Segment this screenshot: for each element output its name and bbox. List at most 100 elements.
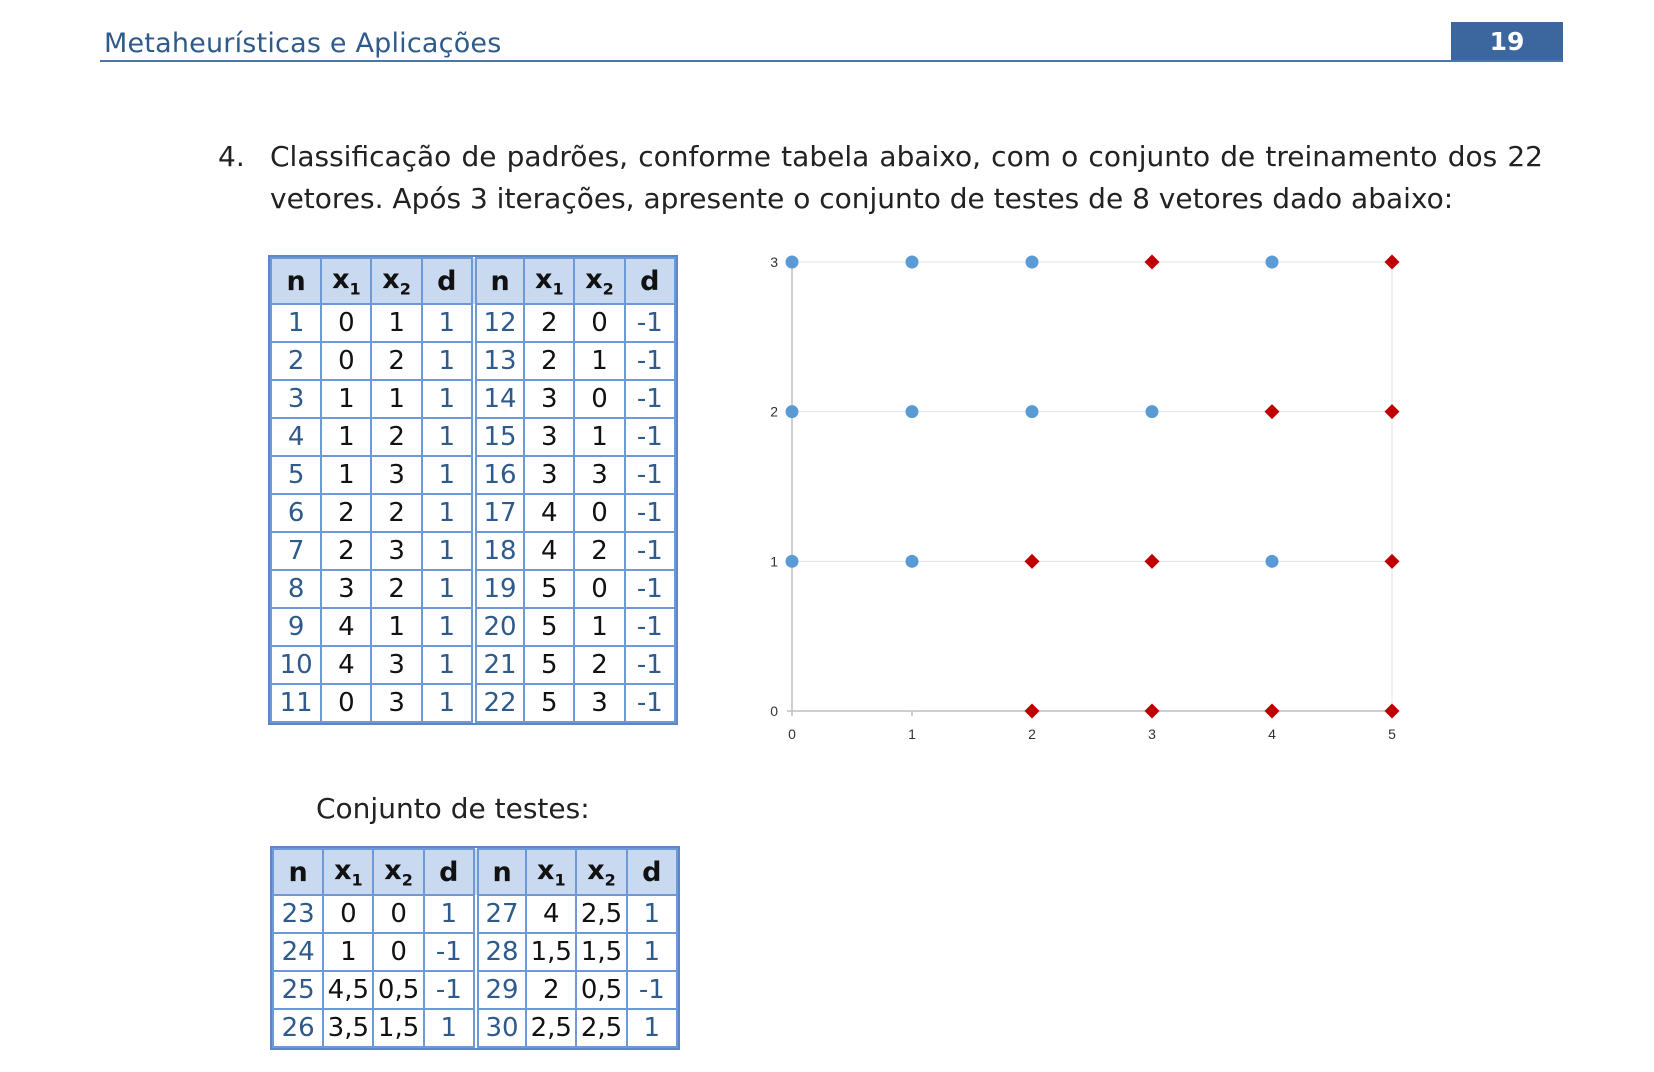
cell-d: -1 bbox=[422, 932, 479, 972]
data-point-diamond bbox=[1024, 703, 1040, 719]
cell-d: 1 bbox=[420, 607, 477, 647]
cell-x1: 1,5 bbox=[525, 932, 578, 972]
data-point-diamond bbox=[1144, 703, 1160, 719]
training-table: n x1 x2 d n x1 x2 d 1 0 1 1 12 2 0 -1 2 0 2 1 13 2 1 -1… bbox=[268, 255, 678, 725]
cell-n: 23 bbox=[271, 894, 325, 934]
cell-x2: 2 bbox=[573, 645, 626, 685]
cell-d: -1 bbox=[623, 303, 677, 343]
table-header-row: n x1 x2 d n x1 x2 d bbox=[269, 257, 677, 305]
col-header-x2: x2 bbox=[575, 848, 628, 896]
cell-x2: 1 bbox=[573, 607, 626, 647]
table-row: 1 0 1 1 12 2 0 -1 bbox=[269, 303, 677, 343]
table-row: 4 1 2 1 15 3 1 -1 bbox=[269, 417, 677, 457]
col-header-d: d bbox=[420, 257, 477, 305]
cell-x2: 0 bbox=[573, 303, 626, 343]
data-point-circle bbox=[785, 405, 799, 419]
y-tick-label: 3 bbox=[770, 254, 778, 270]
cell-d: -1 bbox=[623, 455, 677, 495]
cell-d: -1 bbox=[623, 607, 677, 647]
cell-n: 13 bbox=[472, 341, 526, 381]
cell-n: 3 bbox=[269, 379, 323, 419]
cell-d: -1 bbox=[623, 417, 677, 457]
table-row: 10 4 3 1 21 5 2 -1 bbox=[269, 645, 677, 685]
cell-d: -1 bbox=[623, 341, 677, 381]
cell-d: 1 bbox=[420, 341, 477, 381]
cell-x2: 0 bbox=[573, 569, 626, 609]
cell-x1: 0 bbox=[320, 303, 373, 343]
cell-d: -1 bbox=[623, 493, 677, 533]
cell-x1: 5 bbox=[523, 607, 576, 647]
cell-d: -1 bbox=[623, 569, 677, 609]
col-header-x2: x2 bbox=[370, 257, 423, 305]
data-point-circle bbox=[1265, 255, 1279, 269]
cell-n: 19 bbox=[472, 569, 526, 609]
data-point-diamond bbox=[1264, 404, 1280, 420]
cell-x2: 1 bbox=[573, 417, 626, 457]
data-point-circle bbox=[905, 554, 919, 568]
cell-x2: 0 bbox=[372, 894, 425, 934]
page-number-badge: 19 bbox=[1451, 22, 1563, 62]
cell-x1: 5 bbox=[523, 683, 576, 723]
y-tick-label: 0 bbox=[770, 703, 778, 719]
cell-x2: 3 bbox=[573, 683, 626, 723]
header-divider bbox=[100, 60, 1563, 62]
cell-x2: 3 bbox=[370, 645, 423, 685]
cell-d: 1 bbox=[422, 894, 479, 934]
cell-n: 10 bbox=[269, 645, 323, 685]
cell-x1: 2 bbox=[523, 303, 576, 343]
cell-n: 28 bbox=[474, 932, 528, 972]
cell-n: 25 bbox=[271, 970, 325, 1010]
col-header-x2: x2 bbox=[372, 848, 425, 896]
cell-x2: 1 bbox=[573, 341, 626, 381]
table-row: 9 4 1 1 20 5 1 -1 bbox=[269, 607, 677, 647]
question-number: 4. bbox=[218, 140, 245, 173]
cell-n: 11 bbox=[269, 683, 323, 723]
page-header: Metaheurísticas e Aplicações 19 bbox=[100, 22, 1563, 64]
cell-x1: 1 bbox=[320, 455, 373, 495]
x-tick-label: 0 bbox=[788, 726, 796, 742]
cell-d: 1 bbox=[420, 417, 477, 457]
cell-x1: 5 bbox=[523, 569, 576, 609]
cell-n: 5 bbox=[269, 455, 323, 495]
cell-d: -1 bbox=[623, 379, 677, 419]
cell-x1: 1 bbox=[322, 932, 375, 972]
col-header-d: d bbox=[422, 848, 479, 896]
cell-x2: 2 bbox=[370, 341, 423, 381]
cell-n: 21 bbox=[472, 645, 526, 685]
cell-x1: 4 bbox=[523, 493, 576, 533]
col-header-d: d bbox=[623, 257, 677, 305]
cell-n: 12 bbox=[472, 303, 526, 343]
cell-x1: 2 bbox=[320, 531, 373, 571]
cell-d: 1 bbox=[422, 1008, 479, 1048]
scatter-chart: 0 1 2 3 4 5 0 1 2 3 bbox=[770, 254, 1400, 742]
cell-d: -1 bbox=[625, 970, 679, 1010]
cell-d: 1 bbox=[625, 932, 679, 972]
cell-x1: 1 bbox=[320, 379, 373, 419]
table-row: 5 1 3 1 16 3 3 -1 bbox=[269, 455, 677, 495]
cell-x1: 2 bbox=[320, 493, 373, 533]
cell-n: 16 bbox=[472, 455, 526, 495]
cell-x1: 3 bbox=[523, 455, 576, 495]
cell-x2: 0 bbox=[573, 379, 626, 419]
data-point-circle bbox=[905, 255, 919, 269]
cell-n: 26 bbox=[271, 1008, 325, 1048]
cell-x1: 4,5 bbox=[322, 970, 375, 1010]
table-row: 26 3,5 1,5 1 30 2,5 2,5 1 bbox=[271, 1008, 679, 1048]
cell-x1: 0 bbox=[320, 341, 373, 381]
cell-x1: 3,5 bbox=[322, 1008, 375, 1048]
cell-n: 4 bbox=[269, 417, 323, 457]
col-header-x1: x1 bbox=[525, 848, 578, 896]
cell-n: 9 bbox=[269, 607, 323, 647]
col-header-x1: x1 bbox=[322, 848, 375, 896]
y-tick-label: 2 bbox=[770, 404, 778, 420]
data-point-diamond bbox=[1264, 703, 1280, 719]
cell-x2: 0,5 bbox=[575, 970, 628, 1010]
cell-n: 20 bbox=[472, 607, 526, 647]
data-point-diamond bbox=[1024, 553, 1040, 569]
cell-d: -1 bbox=[623, 645, 677, 685]
cell-d: 1 bbox=[420, 645, 477, 685]
table-row: 7 2 3 1 18 4 2 -1 bbox=[269, 531, 677, 571]
data-point-circle bbox=[785, 255, 799, 269]
table-row: 24 1 0 -1 28 1,5 1,5 1 bbox=[271, 932, 679, 972]
cell-x2: 0 bbox=[573, 493, 626, 533]
